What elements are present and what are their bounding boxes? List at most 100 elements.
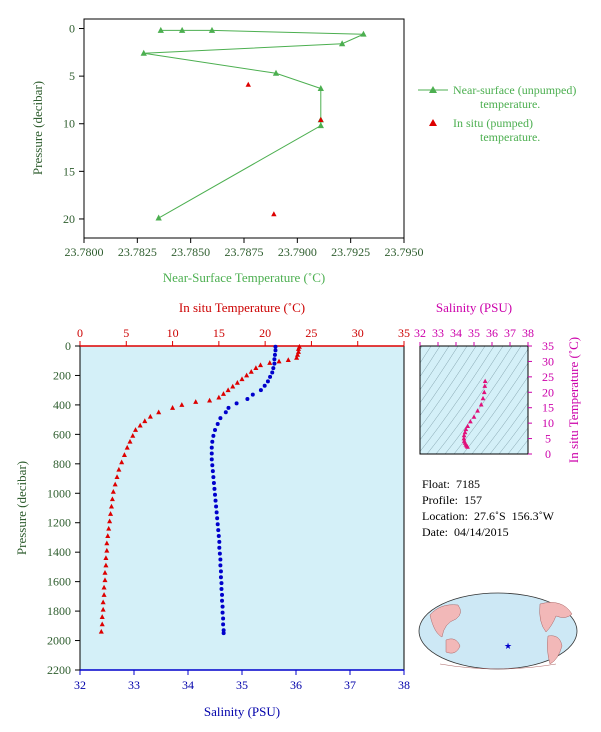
temperature-point	[124, 444, 130, 450]
pressure-tick-label: 1400	[47, 545, 71, 559]
temperature-point	[100, 599, 106, 605]
location-row: Location: 27.6˚S 156.3˚W	[422, 509, 554, 523]
unpumped-temperature-point	[360, 30, 367, 37]
salinity-tick-label: 34	[182, 678, 194, 692]
float-row: Float: 7185	[422, 477, 481, 491]
temperature-point	[253, 365, 259, 371]
salinity-point	[220, 610, 225, 615]
density-contour	[498, 415, 528, 454]
salinity-point	[223, 410, 228, 415]
temperature-point	[104, 547, 110, 553]
salinity-point	[217, 545, 222, 550]
temperature-point	[106, 525, 112, 531]
pumped-temperature-point	[245, 81, 251, 87]
density-contour	[420, 346, 477, 429]
unpumped-temperature-point	[155, 214, 162, 221]
temperature-tick-label: 35	[398, 326, 410, 340]
salinity-point	[218, 416, 223, 421]
salinity-point	[219, 587, 224, 591]
map-land-north-america	[539, 602, 573, 633]
salinity-tick-label: 38	[398, 678, 410, 692]
float-info: Float: 7185 Profile: 157 Location: 27.6˚…	[422, 476, 554, 540]
ts-temperature-tick-label: 25	[542, 370, 554, 384]
salinity-point	[216, 533, 221, 538]
salinity-point	[272, 361, 277, 366]
temperature-tick-label: 25	[305, 326, 317, 340]
temperature-tick-label: 5	[123, 326, 129, 340]
temperature-tick-label: 10	[167, 326, 179, 340]
salinity-point	[213, 498, 218, 503]
ts-temperature-tick-label: 20	[542, 385, 554, 399]
legend-marker-unpumped	[429, 86, 437, 93]
unpumped-temperature-point	[178, 26, 186, 33]
temperature-point	[100, 606, 106, 612]
salinity-point	[215, 516, 220, 521]
ts-point	[481, 389, 487, 395]
salinity-point	[265, 379, 270, 384]
legend-label-unpumped: Near-surface (unpumped)	[453, 83, 576, 97]
ts-diagram-background	[420, 346, 528, 454]
ts-salinity-tick-label: 32	[414, 326, 426, 340]
temperature-point	[220, 391, 227, 396]
temperature-point	[102, 577, 108, 583]
ts-salinity-tick-label: 33	[432, 326, 444, 340]
unpumped-temperature-line	[143, 29, 364, 219]
pressure-tick-label: 400	[53, 398, 71, 412]
temperature-tick-label: 30	[352, 326, 364, 340]
salinity-point	[221, 631, 226, 636]
temperature-point	[114, 474, 120, 480]
ts-salinity-tick-label: 38	[522, 326, 534, 340]
ts-point	[478, 402, 484, 407]
salinity-point	[262, 383, 267, 388]
ts-temperature-tick-label: 30	[542, 354, 554, 368]
ts-point	[465, 423, 471, 429]
legend-label-pumped-2: temperature.	[480, 130, 540, 144]
temperature-tick-label: 20	[259, 326, 271, 340]
pressure-tick-label: 1800	[47, 604, 71, 618]
ts-temperature-tick-label: 10	[542, 416, 554, 430]
density-contour	[420, 346, 468, 416]
temperature-point	[179, 402, 185, 407]
near-surface-y-tick-label: 10	[63, 117, 75, 131]
map-land-antarctica	[439, 663, 557, 670]
temperature-point	[267, 360, 273, 365]
temperature-point	[99, 614, 105, 619]
density-contour	[444, 346, 522, 454]
salinity-point	[213, 492, 217, 497]
unpumped-temperature-point	[140, 49, 147, 56]
salinity-point	[226, 405, 231, 410]
salinity-point	[221, 616, 226, 621]
density-contour	[420, 346, 459, 404]
temperature-point	[230, 383, 236, 389]
pressure-tick-label: 600	[53, 427, 71, 441]
salinity-point	[234, 401, 239, 406]
temperature-point	[116, 466, 122, 472]
salinity-point	[211, 433, 216, 438]
density-contour	[420, 346, 495, 452]
pressure-tick-label: 1600	[47, 575, 71, 589]
pressure-tick-label: 0	[65, 339, 71, 353]
profile-row: Profile: 157	[422, 493, 482, 507]
temperature-point	[103, 555, 109, 561]
salinity-point	[221, 622, 226, 627]
salinity-point	[273, 348, 278, 353]
salinity-tick-label: 33	[128, 678, 140, 692]
ts-point	[461, 435, 467, 441]
salinity-point	[220, 598, 225, 603]
salinity-axis-label: Salinity (PSU)	[204, 704, 280, 719]
ts-temperature-tick-label: 15	[542, 401, 554, 415]
density-contour	[435, 346, 513, 454]
density-contour	[516, 439, 528, 454]
unpumped-temperature-point	[338, 40, 346, 47]
date-row: Date: 04/14/2015	[422, 525, 509, 539]
salinity-tick-label: 32	[74, 678, 86, 692]
ts-temperature-tick-label: 0	[545, 447, 551, 461]
salinity-point	[271, 366, 276, 371]
salinity-tick-label: 35	[236, 678, 248, 692]
profile-plot-background	[80, 346, 404, 670]
near-surface-y-tick-label: 5	[69, 69, 75, 83]
temperature-point	[276, 358, 282, 364]
density-contour	[420, 346, 486, 441]
unpumped-temperature-point	[317, 122, 324, 129]
density-contour	[480, 389, 528, 454]
